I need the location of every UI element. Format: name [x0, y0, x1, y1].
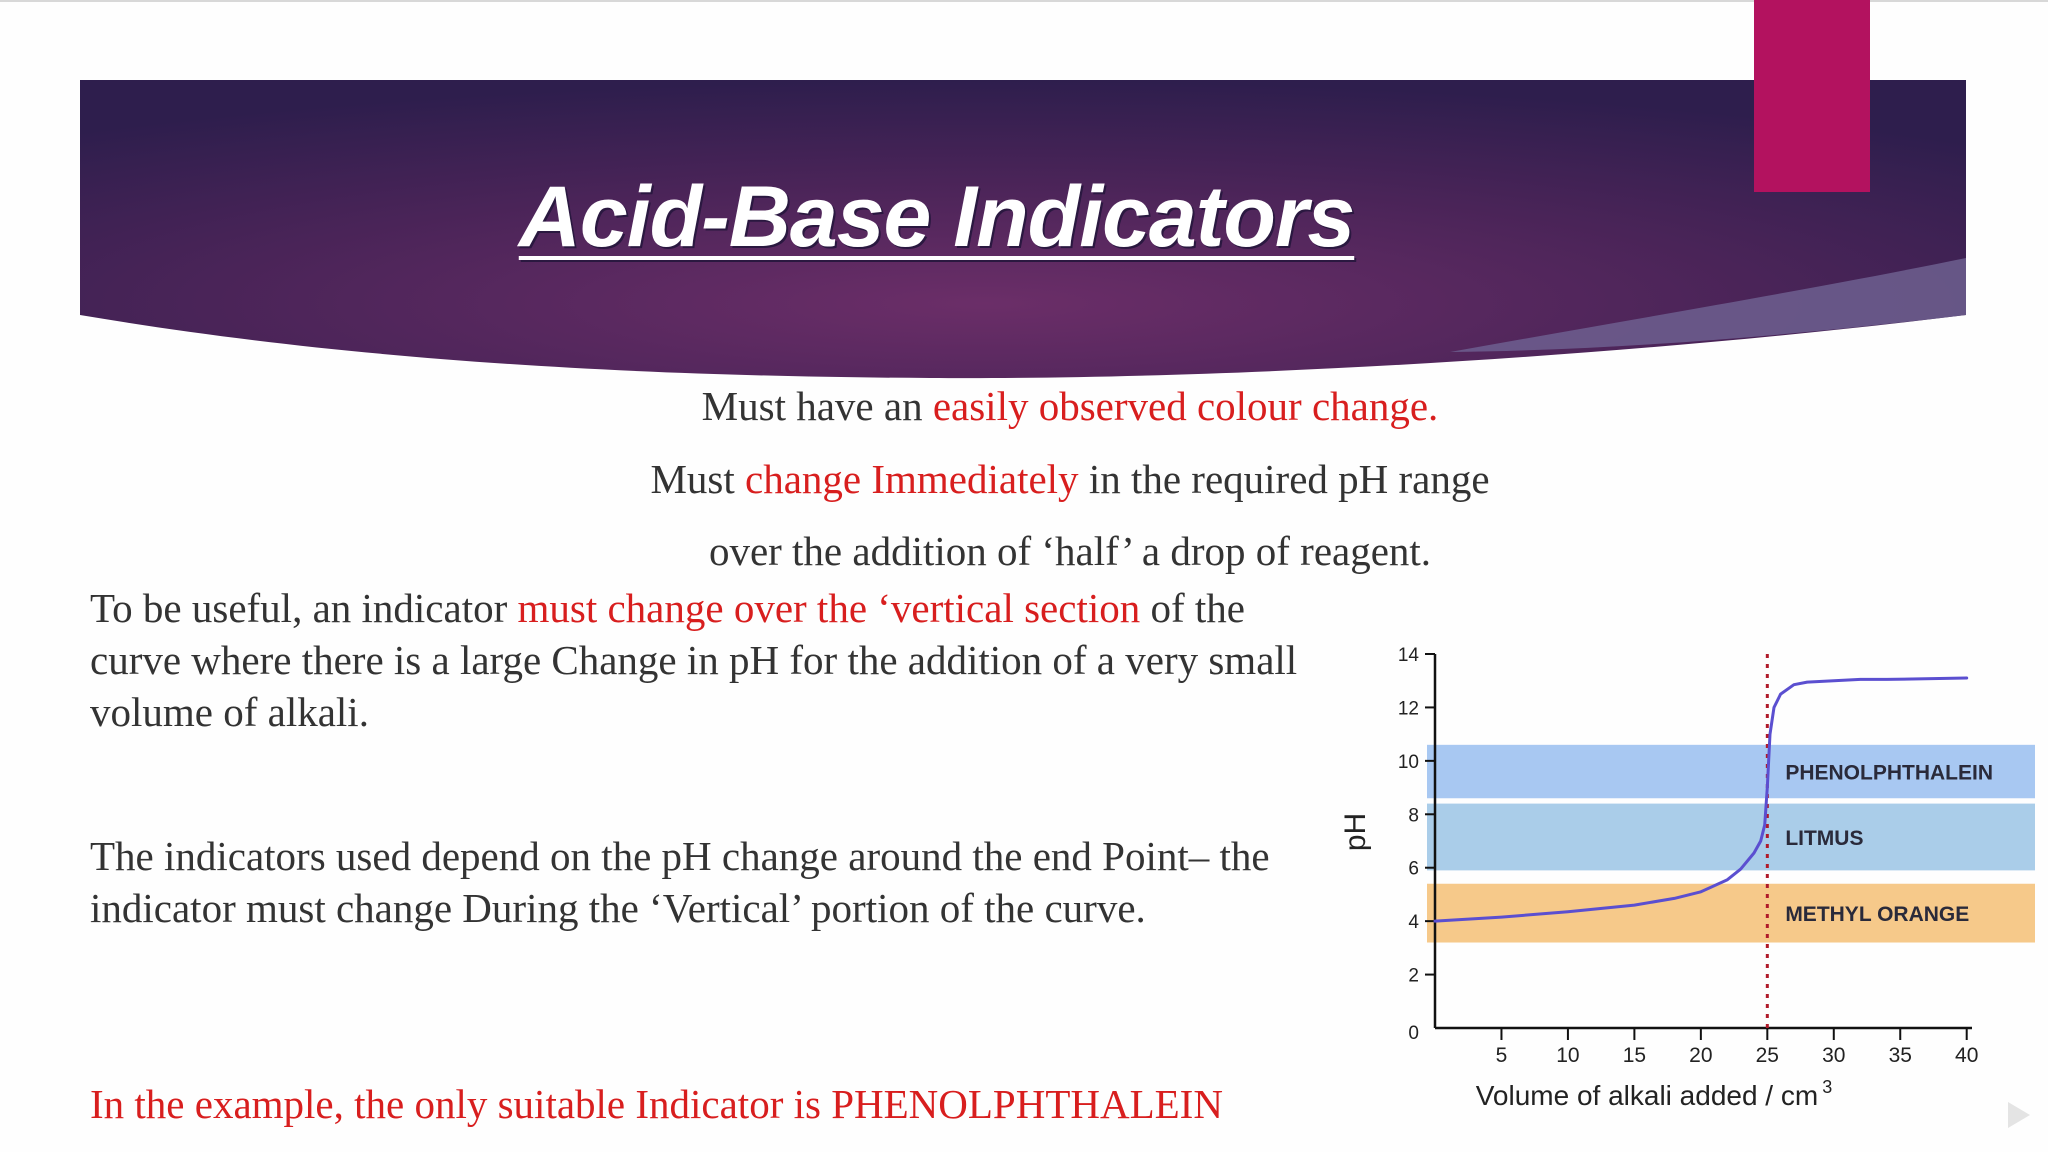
x-tick-label: 25	[1756, 1044, 1779, 1067]
paragraph-conclusion: In the example, the only suitable Indica…	[90, 1081, 1223, 1127]
criterion-2-text: Must	[650, 456, 746, 502]
indicator-band-phenolphthalein	[1427, 744, 2035, 799]
titration-curve	[1433, 676, 1969, 923]
criterion-2-text-end: in the required pH range	[1078, 456, 1490, 502]
y-axis-label: pH	[1339, 813, 1372, 851]
accent-tab	[1754, 0, 1870, 192]
paragraph-useful: To be useful, an indicator must change o…	[90, 582, 1330, 738]
x-tick-label: 20	[1689, 1044, 1712, 1067]
criterion-2-highlight: change Immediately	[745, 456, 1079, 502]
x-tick-label: 5	[1496, 1044, 1508, 1067]
slide-title: Acid-Base Indicators	[518, 169, 1355, 265]
x-axis-label: Volume of alkali added / cm 3	[1476, 1077, 1832, 1111]
band-label: PHENOLPHTHALEIN	[1785, 762, 1993, 785]
y-tick-label: 10	[1398, 752, 1419, 773]
x-tick-label: 10	[1556, 1044, 1579, 1067]
criterion-line-1: Must have an easily observed colour chan…	[0, 382, 2048, 430]
x-axis-label-superscript: 3	[1822, 1077, 1832, 1097]
y-tick-label: 0	[1408, 1023, 1419, 1044]
criterion-line-2: Must change Immediately in the required …	[0, 455, 2048, 503]
y-tick-label: 6	[1408, 859, 1419, 880]
band-label: LITMUS	[1785, 827, 1863, 850]
x-tick-label: 35	[1889, 1044, 1912, 1067]
y-tick-label: 14	[1398, 645, 1420, 666]
paragraph-1-text: To be useful, an indicator	[90, 585, 518, 631]
indicator-band-methyl-orange	[1427, 883, 2035, 943]
titration-chart: pH Volume of alkali added / cm 3 PHENOLPH…	[1339, 645, 2035, 1111]
indicator-band-litmus	[1427, 803, 2035, 871]
y-tick-label: 8	[1408, 805, 1419, 826]
x-tick-label: 40	[1955, 1044, 1978, 1067]
paragraph-1-text-end: of the curve where there is a large Chan…	[90, 585, 1298, 735]
title-banner	[80, 80, 1966, 379]
criterion-line-3: over the addition of ‘half’ a drop of re…	[708, 528, 1432, 574]
criterion-1-highlight: easily observed colour change.	[932, 383, 1439, 429]
y-tick-label: 12	[1398, 698, 1419, 719]
x-tick-label: 15	[1623, 1044, 1646, 1067]
criterion-1-text: Must have an	[701, 383, 933, 429]
x-axis-label-text: Volume of alkali added / cm	[1476, 1080, 1818, 1111]
top-border	[0, 0, 2048, 2]
y-tick-label: 2	[1408, 966, 1419, 987]
paragraph-end-point: The indicators used depend on the pH cha…	[90, 833, 1270, 931]
next-slide-icon[interactable]	[2008, 1102, 2030, 1128]
band-label: METHYL ORANGE	[1785, 903, 1969, 926]
x-tick-label: 30	[1822, 1044, 1845, 1067]
y-tick-label: 4	[1408, 912, 1419, 933]
paragraph-1-highlight: must change over the ‘vertical section	[517, 585, 1141, 631]
